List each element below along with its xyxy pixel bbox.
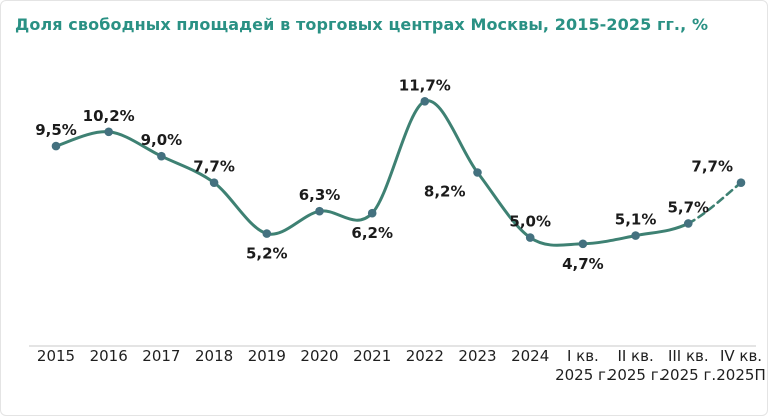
data-label: 7,7% bbox=[193, 158, 235, 176]
data-label: 6,3% bbox=[299, 186, 341, 204]
x-axis-tick: III кв. bbox=[668, 347, 709, 365]
x-axis-tick: 2022 bbox=[406, 347, 444, 365]
x-axis-tick: 2024 bbox=[511, 347, 549, 365]
x-axis-tick: 2017 bbox=[142, 347, 180, 365]
x-axis-tick: 2020 bbox=[300, 347, 338, 365]
data-label: 9,5% bbox=[35, 121, 77, 139]
x-axis-tick: 2021 bbox=[353, 347, 391, 365]
data-label: 10,2% bbox=[83, 107, 135, 125]
data-label: 7,7% bbox=[691, 158, 733, 176]
data-label: 5,0% bbox=[509, 213, 551, 231]
x-axis-tick: 2018 bbox=[195, 347, 233, 365]
data-point bbox=[736, 178, 746, 187]
x-axis-tick: 2016 bbox=[90, 347, 128, 365]
data-point bbox=[473, 168, 482, 177]
x-axis-tick: I кв. bbox=[567, 347, 599, 365]
vacancy-rate-line-chart: 9,5% 10,2% 9,0% 7,7% 5,2% 6,3% 6,2% 11,7% 8,2% 5,… bbox=[29, 76, 766, 384]
data-label: 4,7% bbox=[562, 255, 604, 273]
x-axis-tick: 2019 bbox=[248, 347, 286, 365]
x-axis-tick: 2015 bbox=[37, 347, 75, 365]
data-label: 11,7% bbox=[399, 76, 451, 94]
x-axis-tick-line2: 2025 г. bbox=[608, 366, 664, 384]
x-axis-tick-line2: 2025 г. bbox=[555, 366, 611, 384]
data-point bbox=[578, 239, 588, 249]
x-axis-tick: 2023 bbox=[458, 347, 496, 365]
data-label: 6,2% bbox=[351, 224, 393, 242]
data-point bbox=[262, 229, 272, 238]
data-label: 5,1% bbox=[615, 211, 657, 229]
x-axis-tick-line2: 2025П bbox=[716, 366, 765, 384]
data-point bbox=[631, 231, 640, 240]
data-label: 5,2% bbox=[246, 245, 288, 263]
data-label: 8,2% bbox=[424, 183, 466, 201]
data-point bbox=[157, 151, 166, 161]
data-point bbox=[315, 206, 324, 216]
data-point bbox=[367, 208, 377, 218]
x-axis-tick: II кв. bbox=[617, 347, 653, 365]
data-point bbox=[209, 178, 219, 187]
data-point bbox=[684, 219, 693, 228]
series-line-solid bbox=[54, 99, 690, 247]
chart-title: Доля свободных площадей в торговых центр… bbox=[15, 15, 709, 34]
data-point bbox=[525, 233, 535, 242]
data-point bbox=[104, 127, 113, 137]
data-point bbox=[51, 141, 61, 151]
x-axis-tick: IV кв. bbox=[720, 347, 762, 365]
data-point bbox=[420, 97, 430, 106]
data-label: 5,7% bbox=[667, 198, 709, 216]
data-label: 9,0% bbox=[141, 131, 183, 149]
x-axis-tick-line2: 2025 г. bbox=[661, 366, 717, 384]
